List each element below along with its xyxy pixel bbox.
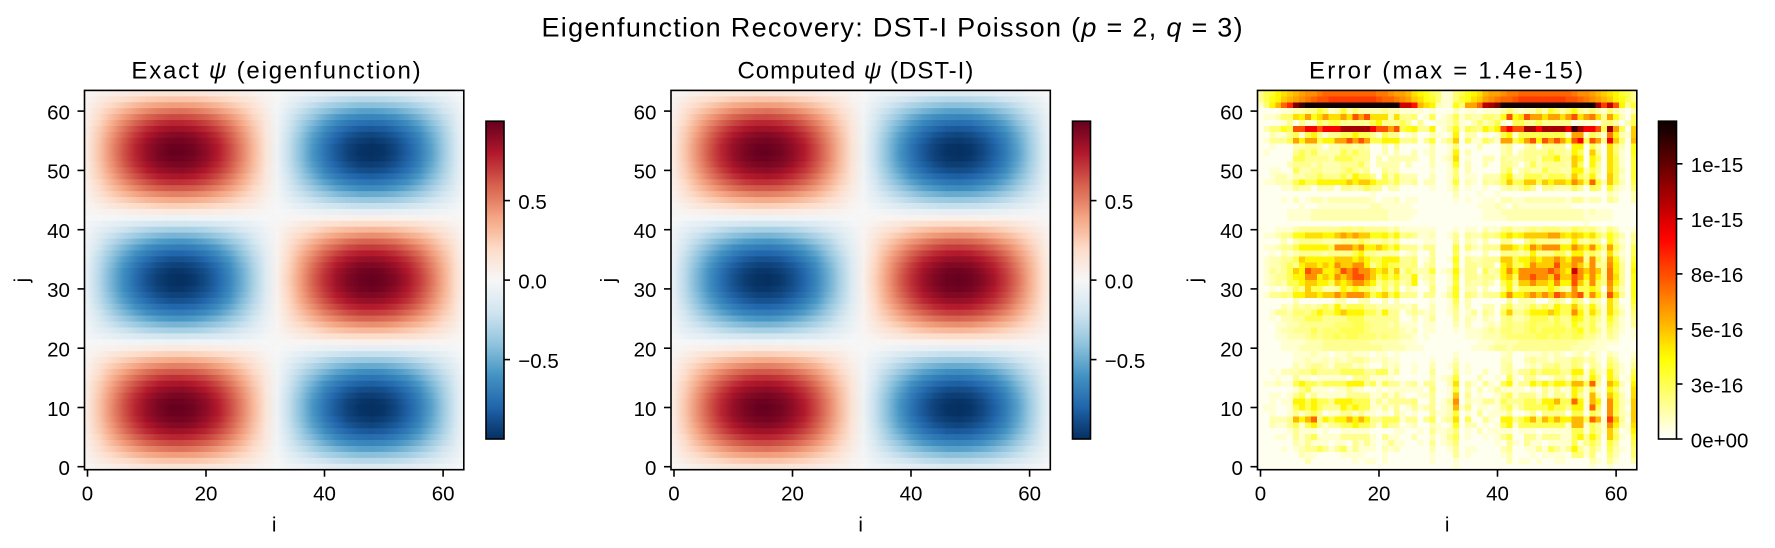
- svg-text:60: 60: [1605, 482, 1628, 505]
- svg-text:50: 50: [1220, 161, 1243, 184]
- svg-text:−0.5: −0.5: [518, 350, 558, 373]
- svg-text:10: 10: [634, 398, 657, 421]
- svg-text:60: 60: [47, 101, 70, 124]
- svg-text:40: 40: [900, 482, 923, 505]
- svg-text:Error (max = 1.4e-15): Error (max = 1.4e-15): [1309, 58, 1585, 85]
- svg-text:40: 40: [634, 220, 657, 243]
- svg-text:0: 0: [645, 457, 656, 480]
- svg-text:j: j: [11, 278, 34, 284]
- svg-text:10: 10: [1220, 398, 1243, 421]
- svg-text:40: 40: [47, 220, 70, 243]
- svg-text:10: 10: [47, 398, 70, 421]
- svg-text:3e-16: 3e-16: [1691, 374, 1743, 397]
- svg-text:30: 30: [47, 279, 70, 302]
- svg-text:0: 0: [1231, 457, 1242, 480]
- svg-text:40: 40: [313, 482, 336, 505]
- svg-text:60: 60: [1220, 101, 1243, 124]
- svg-text:1e-15: 1e-15: [1691, 209, 1743, 232]
- svg-text:20: 20: [634, 339, 657, 362]
- svg-text:20: 20: [1220, 339, 1243, 362]
- svg-text:i: i: [1445, 514, 1450, 537]
- svg-text:40: 40: [1486, 482, 1509, 505]
- svg-text:Exact ψ (eigenfunction): Exact ψ (eigenfunction): [131, 58, 422, 85]
- svg-text:j: j: [1184, 278, 1207, 284]
- svg-text:i: i: [858, 514, 863, 537]
- svg-text:0.0: 0.0: [518, 270, 547, 293]
- svg-text:5e-16: 5e-16: [1691, 319, 1743, 342]
- svg-text:50: 50: [47, 161, 70, 184]
- svg-text:0: 0: [1255, 482, 1266, 505]
- svg-text:20: 20: [47, 339, 70, 362]
- svg-text:0.0: 0.0: [1105, 270, 1134, 293]
- svg-text:Eigenfunction Recovery: DST-I: Eigenfunction Recovery: DST-I Poisson (p…: [541, 13, 1243, 43]
- svg-text:20: 20: [1368, 482, 1391, 505]
- svg-text:0: 0: [668, 482, 679, 505]
- svg-text:30: 30: [1220, 279, 1243, 302]
- svg-text:60: 60: [634, 101, 657, 124]
- svg-text:30: 30: [634, 279, 657, 302]
- svg-text:8e-16: 8e-16: [1691, 264, 1743, 287]
- svg-text:50: 50: [634, 161, 657, 184]
- svg-text:1e-15: 1e-15: [1691, 154, 1743, 177]
- svg-text:j: j: [597, 278, 620, 284]
- svg-text:0.5: 0.5: [518, 191, 547, 214]
- svg-text:−0.5: −0.5: [1105, 350, 1145, 373]
- svg-text:0: 0: [58, 457, 69, 480]
- svg-text:60: 60: [1018, 482, 1041, 505]
- svg-text:20: 20: [781, 482, 804, 505]
- svg-text:0: 0: [82, 482, 93, 505]
- svg-text:Computed ψ (DST-I): Computed ψ (DST-I): [737, 58, 974, 85]
- svg-text:40: 40: [1220, 220, 1243, 243]
- svg-text:20: 20: [195, 482, 218, 505]
- svg-text:60: 60: [432, 482, 455, 505]
- svg-text:i: i: [272, 514, 277, 537]
- svg-text:0.5: 0.5: [1105, 191, 1134, 214]
- svg-text:0e+00: 0e+00: [1691, 429, 1749, 452]
